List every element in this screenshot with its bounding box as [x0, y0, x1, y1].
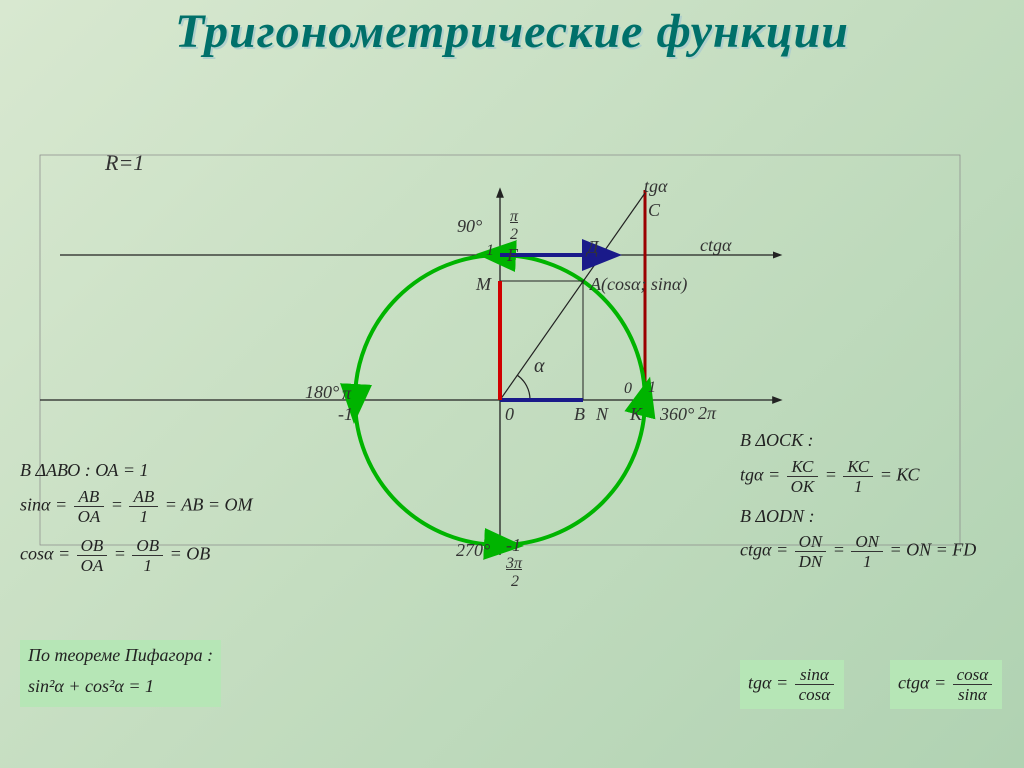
threepi2-n: 3π — [506, 555, 522, 573]
angle-arc — [517, 375, 530, 400]
C-label: С — [648, 200, 660, 221]
neg1-bot: -1 — [506, 535, 521, 556]
twopi: 2π — [698, 403, 716, 424]
cos-formula: cosα = OBOA = OB1 = OB — [20, 536, 320, 575]
twoseventy: 270° — [456, 540, 490, 561]
sin-formula: sinα = ABOA = AB1 = AB = OM — [20, 487, 320, 526]
radius-OC — [500, 193, 645, 400]
one-top: 1 — [486, 242, 494, 260]
ctg-formula: ctgα = ONDN = ON1 = ON = FD — [740, 532, 1010, 571]
ninety-label: 90° — [457, 216, 482, 237]
triangle-ock: В ΔОСК : — [740, 430, 1010, 451]
tg-tail: = КС — [880, 464, 920, 484]
one-right: 1 — [648, 379, 656, 397]
tg-lhs: tgα = — [740, 464, 780, 484]
tg-identity: tgα = sinαcosα — [740, 660, 844, 709]
sin-lhs: sinα = — [20, 494, 67, 514]
F-label: F — [507, 245, 518, 266]
neg1-left: -1 — [338, 404, 353, 425]
ctg-identity: ctgα = cosαsinα — [890, 660, 1002, 709]
ctg-id-lhs: ctgα = — [898, 673, 946, 693]
pythagoras-block: По теореме Пифагора : sin²α + cos²α = 1 — [20, 640, 221, 707]
right-formulas: В ΔОСК : tgα = КСОК = КС1 = КС В ΔODN : … — [740, 430, 1010, 577]
oneeighty: 180° — [305, 382, 339, 403]
pyth-heading: По теореме Пифагора : — [28, 645, 213, 666]
threesixty: 360° — [660, 404, 694, 425]
tg-formula: tgα = КСОК = КС1 = КС — [740, 457, 1010, 496]
ctg-tail: = ON = FD — [890, 540, 977, 560]
cos-tail: = OB — [170, 543, 211, 563]
ctg-label: ctgα — [700, 235, 731, 256]
pi2-n: π — [510, 208, 518, 226]
pi-label: π — [342, 383, 351, 404]
N-label: N — [596, 404, 608, 425]
pi2-d: 2 — [510, 226, 518, 244]
R-label: R=1 — [105, 150, 144, 176]
M-label: М — [476, 274, 491, 295]
tg-label: tgα — [644, 176, 667, 197]
triangle-odn: В ΔODN : — [740, 506, 1010, 527]
threepi2-d: 2 — [511, 573, 519, 591]
triangle-abo-line: В ΔАВО : ОА = 1 — [20, 460, 320, 481]
D-label: Д — [587, 237, 598, 258]
page-title: Тригонометрические функции — [0, 4, 1024, 59]
tg-id-lhs: tgα = — [748, 673, 788, 693]
zero-right: 0 — [624, 380, 632, 398]
pyth-identity: sin²α + cos²α = 1 — [28, 676, 213, 697]
K-label: К — [630, 404, 642, 425]
cos-lhs: cosα = — [20, 543, 70, 563]
A-label: А(cosα; sinα) — [590, 274, 687, 295]
left-formulas: В ΔАВО : ОА = 1 sinα = ABOA = AB1 = AB =… — [20, 460, 320, 581]
ctg-lhs: ctgα = — [740, 540, 788, 560]
zero-origin: 0 — [505, 404, 514, 425]
alpha-label: α — [534, 355, 545, 378]
sin-tail: = AB = OM — [165, 494, 253, 514]
B-label: В — [574, 404, 585, 425]
